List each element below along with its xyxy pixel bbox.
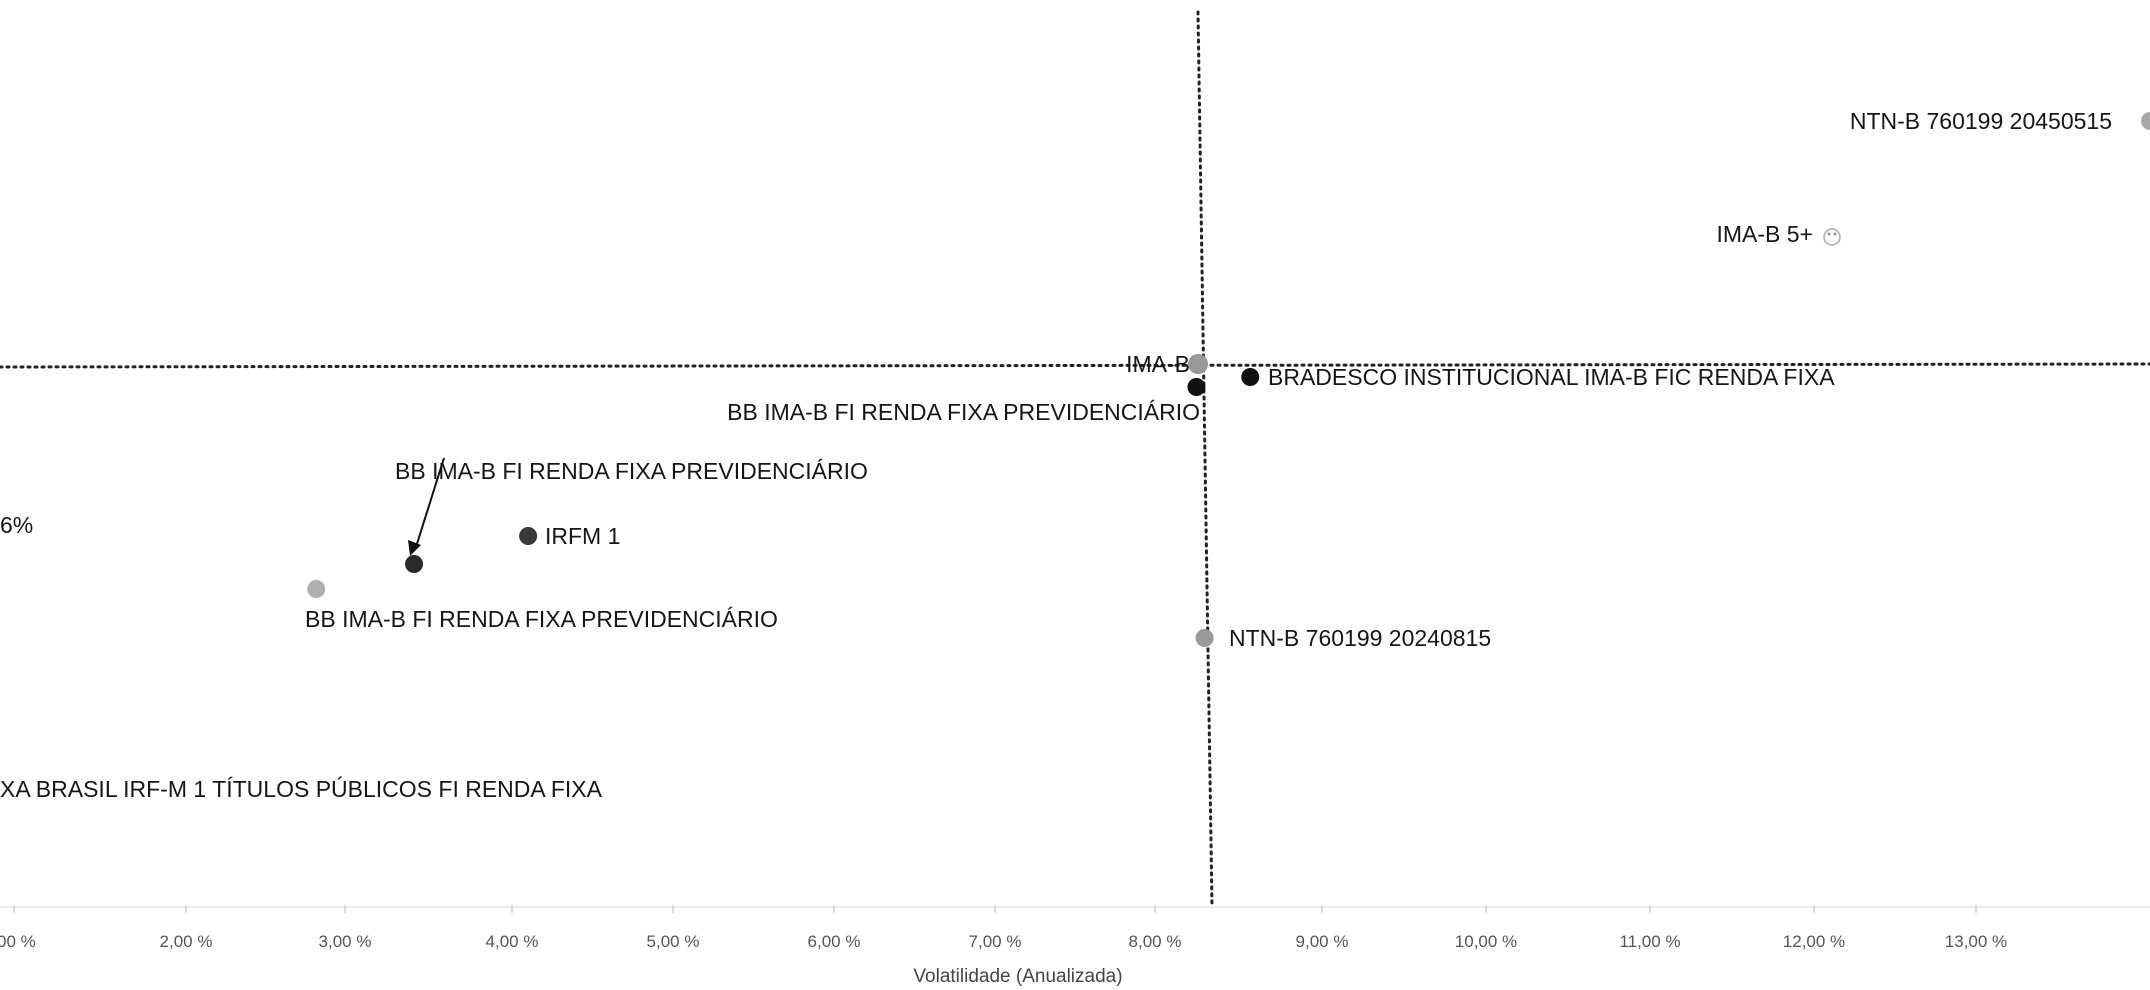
x-tick-label: 10,00 %	[1455, 932, 1517, 951]
x-tick-label: 8,00 %	[1129, 932, 1182, 951]
x-tick-label: 4,00 %	[486, 932, 539, 951]
point-label: IMA-B 5+	[1716, 221, 1813, 247]
point-label: NTN-B 760199 20450515	[1850, 108, 2112, 134]
x-tick-label: ,00 %	[0, 932, 36, 951]
data-points	[307, 112, 2150, 647]
point-label: BB IMA-B FI RENDA FIXA PREVIDENCIÁRIO	[305, 606, 778, 632]
smiley-marker-icon	[1823, 228, 1841, 246]
point-label: BRADESCO INSTITUCIONAL IMA-B FIC RENDA F…	[1268, 364, 1835, 390]
data-point	[1188, 354, 1209, 374]
x-tick-label: 9,00 %	[1296, 932, 1349, 951]
x-tick-label: 2,00 %	[160, 932, 213, 951]
x-tick-label: 11,00 %	[1619, 932, 1680, 951]
point-label: IMA-B	[1126, 351, 1190, 377]
reference-lines	[0, 10, 2150, 907]
leader-arrow	[408, 457, 445, 556]
horizontal-median-line	[0, 362, 2150, 369]
data-point	[1195, 629, 1214, 647]
x-tick-label: 3,00 %	[319, 932, 372, 951]
point-label: IRFM 1	[545, 523, 620, 549]
data-point	[1187, 378, 1206, 396]
point-label: NTN-B 760199 20240815	[1229, 625, 1491, 651]
x-tick-label: 12,00 %	[1783, 932, 1845, 951]
x-axis-title: Volatilidade (Anualizada)	[913, 966, 1122, 987]
point-label: BB IMA-B FI RENDA FIXA PREVIDENCIÁRIO	[395, 458, 868, 484]
x-tick-label: 13,00 %	[1945, 932, 2007, 951]
point-label: BB IMA-B FI RENDA FIXA PREVIDENCIÁRIO	[727, 399, 1200, 425]
data-point	[307, 580, 326, 598]
point-labels: NTN-B 760199 20450515 IMA-B 5+ IMA-B BRADES…	[0, 108, 2112, 802]
data-point	[405, 555, 424, 573]
point-label: XA BRASIL IRF-M 1 TÍTULOS PÚBLICOS FI RE…	[0, 776, 603, 802]
data-point	[519, 527, 538, 545]
vertical-median-line	[1196, 10, 1214, 907]
partial-y-label: 6%	[0, 512, 33, 538]
x-tick-label: 7,00 %	[969, 932, 1022, 951]
data-point	[1241, 368, 1260, 386]
data-point	[2141, 112, 2150, 130]
x-tick-label: 6,00 %	[808, 932, 861, 951]
x-tick-label: 5,00 %	[647, 932, 700, 951]
x-axis-ticks: ,00 % 2,00 % 3,00 % 4,00 % 5,00 % 6,00 % 7,00 …	[0, 905, 2007, 951]
